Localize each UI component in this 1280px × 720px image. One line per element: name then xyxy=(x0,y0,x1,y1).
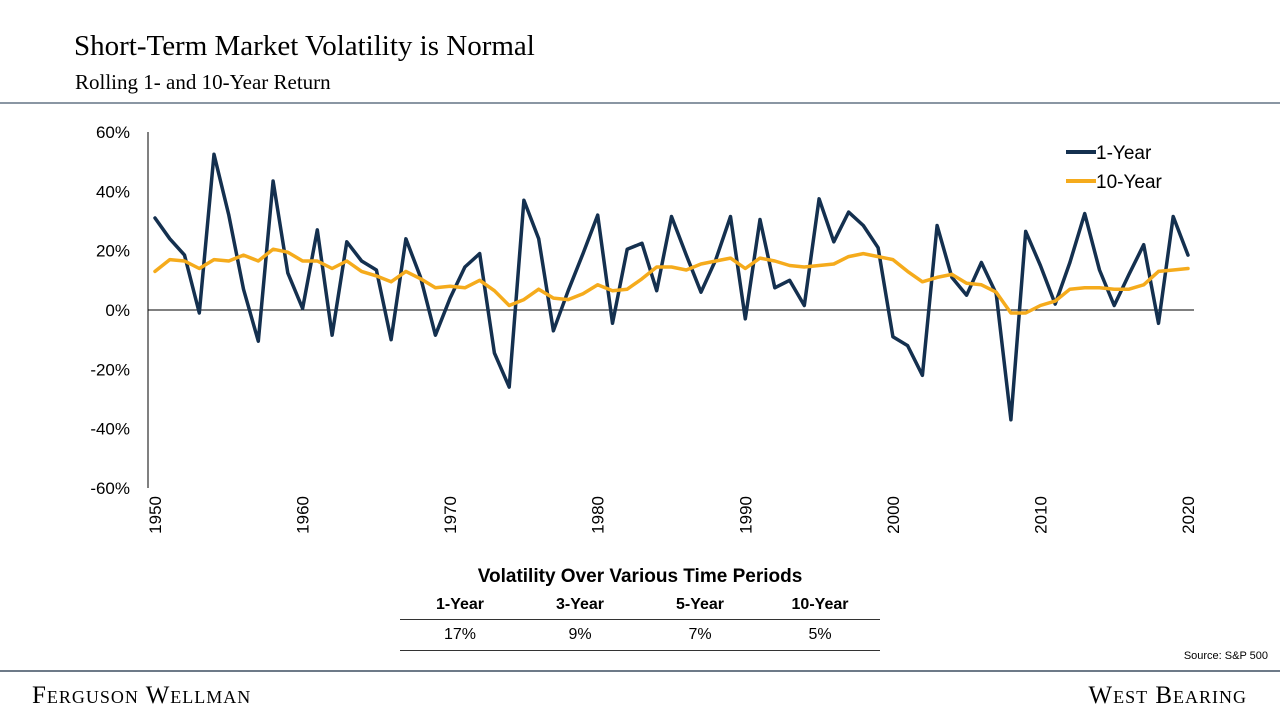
footer-divider xyxy=(0,670,1280,672)
volatility-value-1-year: 17% xyxy=(443,626,477,643)
volatility-table-header-row: 1-Year 3-Year 5-Year 10-Year xyxy=(400,590,880,620)
source-note: Source: S&P 500 xyxy=(1183,650,1268,662)
brand-logo-right: West Bearing xyxy=(1088,682,1247,709)
y-tick-label: -40% xyxy=(90,420,130,439)
volatility-header-5-year: 5-Year xyxy=(675,595,725,613)
volatility-table: Volatility Over Various Time Periods 1-Y… xyxy=(400,566,880,651)
volatility-value-3-year: 9% xyxy=(568,626,592,643)
y-tick-label: 20% xyxy=(96,242,130,261)
x-tick-label: 2010 xyxy=(1031,496,1050,534)
volatility-header-1-year: 1-Year xyxy=(435,595,485,613)
y-tick-label: 0% xyxy=(105,301,130,320)
brand-logo-left: Ferguson Wellman xyxy=(32,682,252,709)
volatility-table-value-row: 17% 9% 7% 5% xyxy=(400,620,880,651)
volatility-header-10-year: 10-Year xyxy=(791,595,849,613)
volatility-value-5-year: 7% xyxy=(688,626,712,643)
chart-title: Short-Term Market Volatility is Normal xyxy=(74,30,535,62)
x-tick-label: 1990 xyxy=(736,496,755,534)
chart-subtitle: Rolling 1- and 10-Year Return xyxy=(75,70,331,94)
y-tick-label: 60% xyxy=(96,123,130,142)
series-line-1-year xyxy=(153,152,1190,422)
x-tick-label: 2000 xyxy=(884,496,903,534)
line-chart: 60% 40% 20% 0% -20% -40% -60% 1950 1960 1970 1980 1… xyxy=(90,123,1198,534)
volatility-table-title: Volatility Over Various Time Periods xyxy=(477,566,803,587)
legend-label-10-year: 10-Year xyxy=(1096,172,1163,193)
y-tick-label: -20% xyxy=(90,360,130,379)
volatility-value-10-year: 5% xyxy=(808,626,832,643)
y-tick-label: -60% xyxy=(90,479,130,498)
y-tick-label: 40% xyxy=(96,182,130,201)
series-line-10-year xyxy=(153,247,1190,315)
x-tick-label: 1970 xyxy=(441,496,460,534)
x-tick-label: 1960 xyxy=(294,496,313,534)
header-divider xyxy=(0,102,1280,104)
x-tick-label: 1950 xyxy=(146,496,165,534)
x-tick-label: 2020 xyxy=(1179,496,1198,534)
x-tick-label: 1980 xyxy=(589,496,608,534)
legend-label-1-year: 1-Year xyxy=(1096,143,1152,164)
volatility-header-3-year: 3-Year xyxy=(555,595,605,613)
